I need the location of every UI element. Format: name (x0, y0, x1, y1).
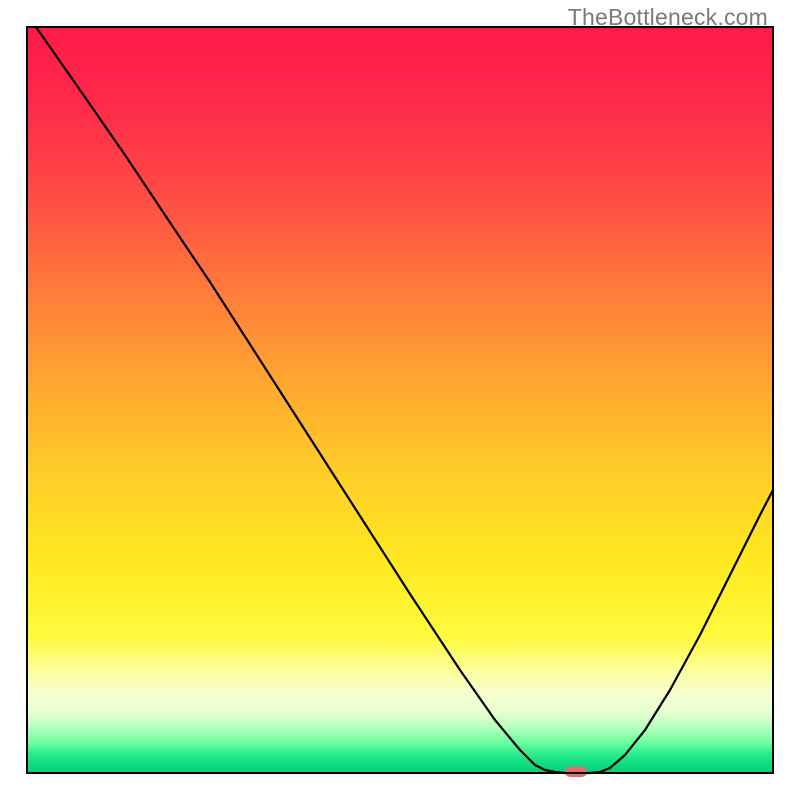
chart-container: TheBottleneck.com (0, 0, 800, 800)
watermark-text: TheBottleneck.com (568, 4, 768, 31)
bottleneck-chart (0, 0, 800, 800)
gradient-background (27, 27, 773, 773)
